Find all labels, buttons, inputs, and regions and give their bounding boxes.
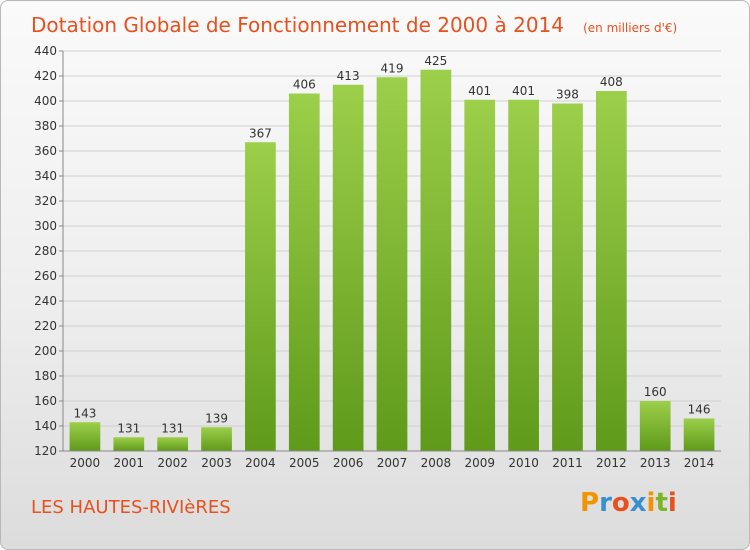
commune-name: LES HAUTES-RIVIèRES bbox=[31, 497, 231, 518]
x-tick-label-2009: 2009 bbox=[464, 456, 495, 470]
x-tick-label-2007: 2007 bbox=[377, 456, 408, 470]
x-tick-label-2010: 2010 bbox=[508, 456, 539, 470]
logo-letter: P bbox=[580, 488, 600, 518]
proxiti-logo: Proxiti bbox=[580, 488, 677, 518]
y-tick-label: 180 bbox=[34, 369, 57, 383]
data-label-2010: 401 bbox=[512, 84, 535, 98]
chart-title-main: Dotation Globale de Fonctionnement de 20… bbox=[31, 13, 564, 37]
bar-2010 bbox=[508, 99, 539, 451]
bars: 143 131 131 139 367 406 413 419 425 401 401 398 408 1… bbox=[69, 54, 715, 451]
data-label-2000: 143 bbox=[73, 406, 96, 420]
data-label-2004: 367 bbox=[249, 126, 272, 140]
bar-2009 bbox=[464, 99, 496, 451]
bar-2012 bbox=[595, 91, 627, 451]
y-tick-label: 240 bbox=[34, 294, 57, 308]
x-tick-label-2012: 2012 bbox=[596, 456, 627, 470]
data-label-2009: 401 bbox=[468, 84, 491, 98]
x-axis: 2000 2001 2002 2003 2004 2005 2006 2007 2008 2009… bbox=[63, 450, 721, 470]
y-tick-label: 300 bbox=[34, 219, 57, 233]
data-label-2006: 413 bbox=[337, 69, 360, 83]
x-tick-label-2002: 2002 bbox=[157, 456, 188, 470]
data-label-2003: 139 bbox=[205, 411, 228, 425]
logo-letter: r bbox=[599, 488, 612, 518]
y-tick-label: 380 bbox=[34, 119, 57, 133]
y-tick-label: 420 bbox=[34, 69, 57, 83]
x-tick-label-2001: 2001 bbox=[114, 456, 145, 470]
x-tick-label-2000: 2000 bbox=[70, 456, 101, 470]
x-tick-label-2013: 2013 bbox=[640, 456, 671, 470]
x-tick-label-2011: 2011 bbox=[552, 456, 583, 470]
bar-2001 bbox=[113, 437, 145, 451]
data-label-2005: 406 bbox=[293, 78, 316, 92]
y-tick-label: 280 bbox=[34, 244, 57, 258]
bar-2014 bbox=[683, 418, 715, 451]
data-label-2002: 131 bbox=[161, 421, 184, 435]
bar-2011 bbox=[552, 103, 583, 451]
bar-2008 bbox=[420, 69, 452, 451]
x-tick-label-2008: 2008 bbox=[421, 456, 452, 470]
logo-letter: t bbox=[655, 488, 668, 518]
data-label-2007: 419 bbox=[381, 61, 404, 75]
y-tick-label: 200 bbox=[34, 344, 57, 358]
logo-letter: i bbox=[667, 488, 677, 518]
y-tick-label: 120 bbox=[34, 444, 57, 458]
data-label-2014: 146 bbox=[688, 403, 711, 417]
x-tick-label-2014: 2014 bbox=[684, 456, 715, 470]
chart-title: Dotation Globale de Fonctionnement de 20… bbox=[31, 13, 677, 37]
bar-2013 bbox=[639, 401, 671, 451]
y-tick-label: 260 bbox=[34, 269, 57, 283]
bar-2002 bbox=[157, 437, 189, 451]
y-axis: 120 140 160 180 200 220 240 260 280 300 320 340 360 3… bbox=[34, 44, 64, 458]
bar-2007 bbox=[376, 77, 408, 451]
data-label-2001: 131 bbox=[117, 421, 140, 435]
data-label-2008: 425 bbox=[424, 54, 447, 68]
data-label-2012: 408 bbox=[600, 75, 623, 89]
chart-title-unit: (en milliers d'€) bbox=[583, 21, 677, 35]
data-label-2011: 398 bbox=[556, 88, 579, 102]
y-tick-label: 400 bbox=[34, 94, 57, 108]
bar-2005 bbox=[288, 93, 320, 451]
y-tick-label: 360 bbox=[34, 144, 57, 158]
y-tick-label: 320 bbox=[34, 194, 57, 208]
x-tick-label-2003: 2003 bbox=[201, 456, 232, 470]
logo-letter: i bbox=[646, 488, 656, 518]
bar-2003 bbox=[201, 427, 232, 451]
bar-chart: Dotation Globale de Fonctionnement de 20… bbox=[31, 13, 721, 470]
y-tick-label: 140 bbox=[34, 419, 57, 433]
y-tick-label: 160 bbox=[34, 394, 57, 408]
bar-2006 bbox=[332, 84, 364, 451]
y-tick-label: 340 bbox=[34, 169, 57, 183]
y-tick-label: 440 bbox=[34, 44, 57, 58]
x-tick-label-2006: 2006 bbox=[333, 456, 364, 470]
logo-letter: x bbox=[629, 488, 647, 518]
logo-letter: o bbox=[611, 488, 630, 518]
x-tick-label-2004: 2004 bbox=[245, 456, 276, 470]
bar-2000 bbox=[69, 422, 101, 451]
y-tick-label: 220 bbox=[34, 319, 57, 333]
data-label-2013: 160 bbox=[644, 385, 667, 399]
x-tick-label-2005: 2005 bbox=[289, 456, 320, 470]
bar-2004 bbox=[245, 142, 276, 451]
